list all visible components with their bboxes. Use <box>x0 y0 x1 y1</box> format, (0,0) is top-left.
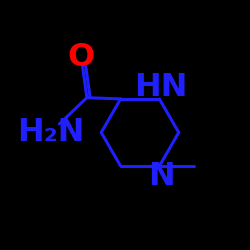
Text: O: O <box>68 42 95 73</box>
Text: HN: HN <box>134 72 188 103</box>
Text: N: N <box>148 161 175 192</box>
Text: H₂N: H₂N <box>17 117 84 148</box>
